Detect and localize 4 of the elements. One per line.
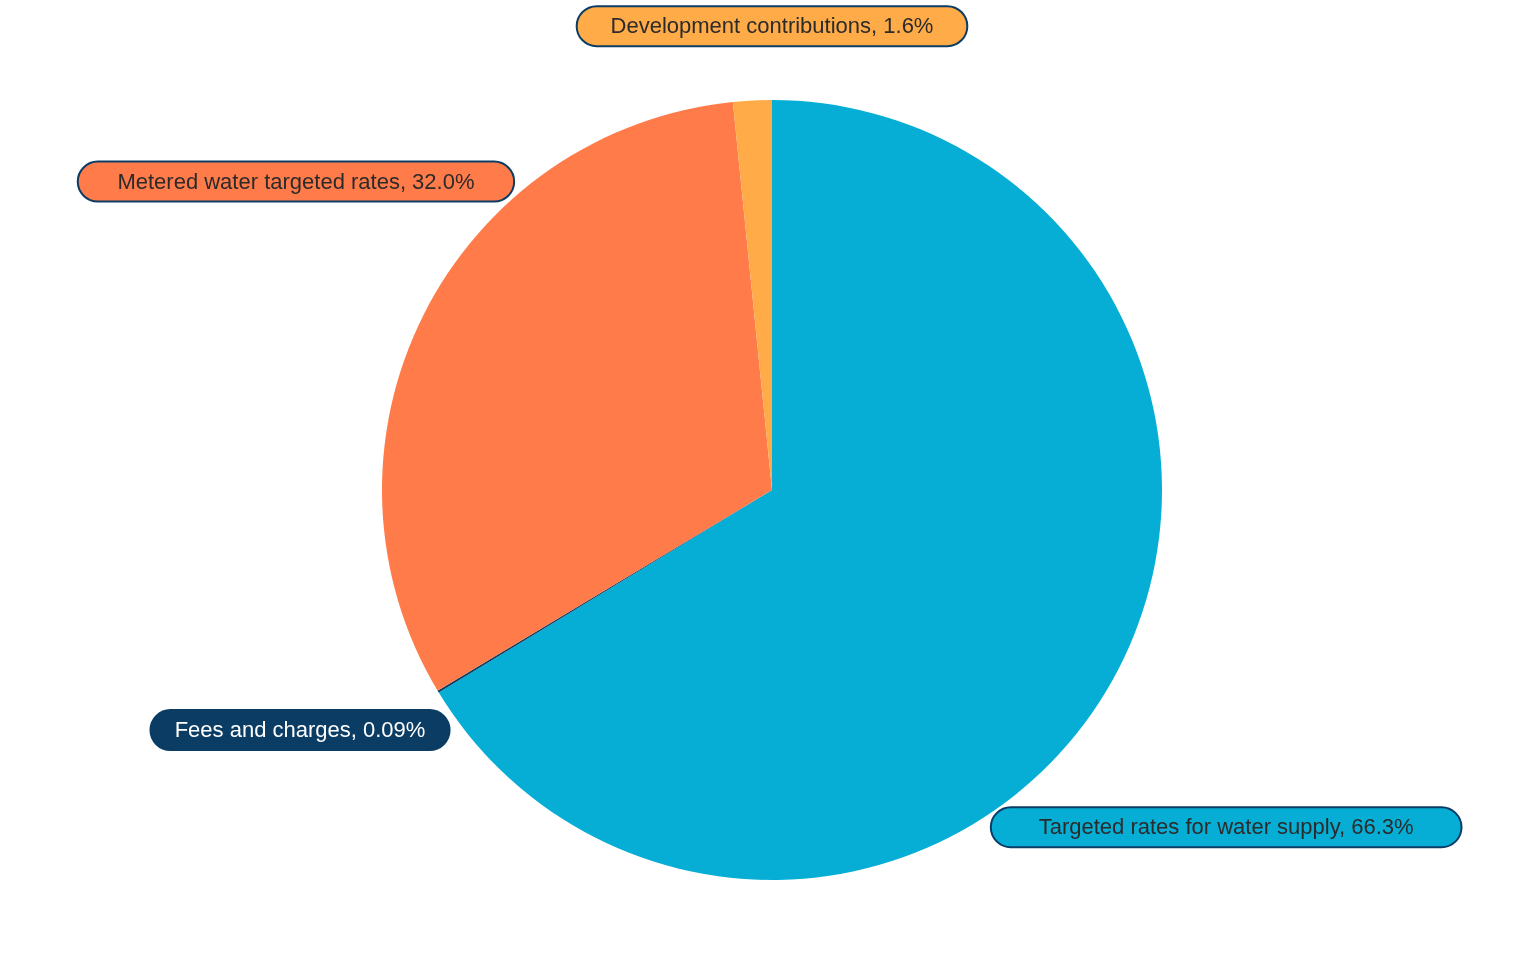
slice-label: Metered water targeted rates, 32.0% [117, 168, 475, 194]
slice-label: Fees and charges, 0.09% [174, 717, 426, 743]
slice-label: Development contributions, 1.6% [610, 13, 934, 39]
slice-label: Targeted rates for water supply, 66.3% [1038, 814, 1414, 840]
